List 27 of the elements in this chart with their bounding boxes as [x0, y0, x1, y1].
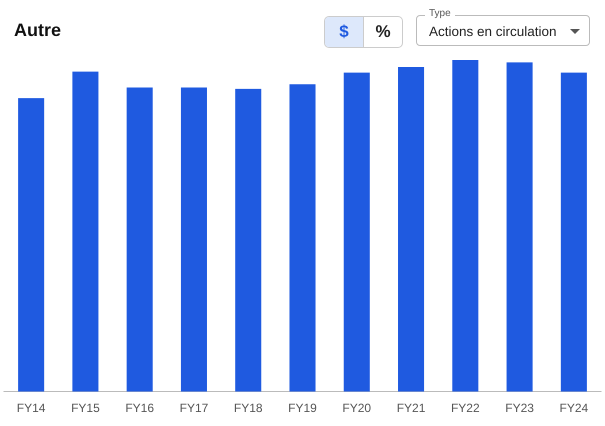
x-tick-label: FY18: [234, 401, 263, 416]
bar: [398, 66, 424, 392]
bar: [506, 62, 533, 392]
chart-title: Autre: [14, 20, 62, 41]
x-tick-label: FY20: [342, 401, 372, 416]
x-tick-label: FY23: [505, 401, 534, 416]
text: Type: [425, 8, 455, 19]
x-tick-label: FY24: [560, 401, 589, 416]
bar: [18, 98, 44, 392]
bar: [289, 84, 316, 392]
x-tick-label: FY16: [125, 401, 154, 416]
bar: [344, 72, 370, 392]
bar: [126, 88, 153, 392]
bar: [72, 72, 98, 392]
x-tick-label: FY19: [288, 401, 318, 416]
bar: [180, 88, 207, 392]
bar: [235, 88, 262, 392]
x-tick-label: FY21: [396, 401, 426, 416]
x-tick-label: FY17: [180, 401, 209, 416]
text: %: [374, 21, 392, 43]
bar: [452, 60, 478, 392]
text: Actions en circulation: [429, 24, 557, 39]
text: $: [325, 17, 364, 47]
x-tick-label: FY14: [16, 401, 46, 416]
x-tick-label: FY22: [450, 401, 480, 416]
bar: [560, 72, 587, 392]
x-tick-label: FY15: [71, 401, 100, 416]
